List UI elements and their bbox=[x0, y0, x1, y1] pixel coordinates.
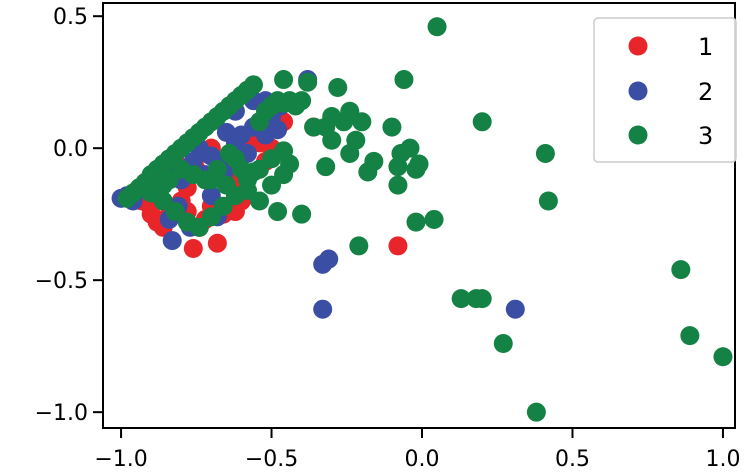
data-point bbox=[207, 233, 227, 253]
data-point bbox=[183, 238, 203, 258]
legend: 1 2 3 bbox=[593, 17, 737, 163]
data-point bbox=[319, 249, 339, 269]
y-tick-label: 0.0 bbox=[53, 137, 88, 162]
data-point bbox=[394, 70, 414, 90]
data-point bbox=[424, 209, 444, 229]
data-point bbox=[505, 299, 525, 319]
legend-marker-3 bbox=[628, 125, 648, 145]
points-layer bbox=[111, 17, 733, 422]
data-point bbox=[409, 154, 429, 174]
data-point bbox=[201, 170, 221, 190]
data-point bbox=[268, 120, 288, 140]
y-tick-label: −1.0 bbox=[35, 401, 88, 426]
x-axis: −1.0 −0.5 0.0 0.5 1.0 bbox=[94, 428, 740, 472]
y-axis: 0.5 0.0 −0.5 −1.0 bbox=[35, 5, 103, 426]
data-point bbox=[364, 151, 384, 171]
x-tick-label: −0.5 bbox=[245, 447, 298, 472]
data-point bbox=[216, 122, 236, 142]
data-point bbox=[406, 212, 426, 232]
x-tick-label: 1.0 bbox=[705, 447, 740, 472]
data-point bbox=[316, 157, 336, 177]
data-point bbox=[451, 289, 471, 309]
data-point bbox=[400, 138, 420, 158]
legend-marker-1 bbox=[628, 36, 648, 56]
data-point bbox=[268, 202, 288, 222]
data-point bbox=[340, 143, 360, 163]
legend-box bbox=[593, 17, 737, 163]
data-point bbox=[280, 154, 300, 174]
data-point bbox=[671, 260, 691, 280]
data-point bbox=[526, 402, 546, 422]
data-point bbox=[274, 70, 294, 90]
data-point bbox=[292, 91, 312, 111]
legend-marker-2 bbox=[628, 81, 648, 101]
series-3 bbox=[117, 17, 733, 422]
data-point bbox=[349, 236, 369, 256]
y-tick-label: 0.5 bbox=[53, 5, 88, 30]
data-point bbox=[472, 289, 492, 309]
data-point bbox=[313, 299, 333, 319]
data-point bbox=[472, 112, 492, 132]
data-point bbox=[680, 326, 700, 346]
data-point bbox=[328, 77, 348, 97]
data-point bbox=[249, 191, 269, 211]
x-tick-label: 0.5 bbox=[555, 447, 590, 472]
x-tick-label: −1.0 bbox=[94, 447, 147, 472]
data-point bbox=[352, 112, 372, 132]
data-point bbox=[713, 347, 733, 367]
data-point bbox=[493, 334, 513, 354]
series-2 bbox=[111, 70, 525, 319]
data-point bbox=[427, 17, 447, 37]
data-point bbox=[535, 143, 555, 163]
legend-label-2: 2 bbox=[698, 78, 713, 106]
data-point bbox=[316, 117, 336, 137]
legend-label-1: 1 bbox=[698, 33, 713, 61]
data-point bbox=[153, 175, 173, 195]
data-point bbox=[183, 165, 203, 185]
data-point bbox=[225, 149, 245, 169]
y-tick-label: −0.5 bbox=[35, 269, 88, 294]
x-tick-label: 0.0 bbox=[405, 447, 440, 472]
data-point bbox=[382, 117, 402, 137]
data-point bbox=[292, 204, 312, 224]
data-point bbox=[538, 191, 558, 211]
legend-label-3: 3 bbox=[698, 122, 713, 150]
data-point bbox=[162, 231, 182, 251]
plot-frame bbox=[102, 2, 736, 429]
data-point bbox=[243, 75, 263, 95]
data-point bbox=[388, 175, 408, 195]
data-point bbox=[216, 175, 236, 195]
data-point bbox=[298, 72, 318, 92]
data-point bbox=[388, 236, 408, 256]
